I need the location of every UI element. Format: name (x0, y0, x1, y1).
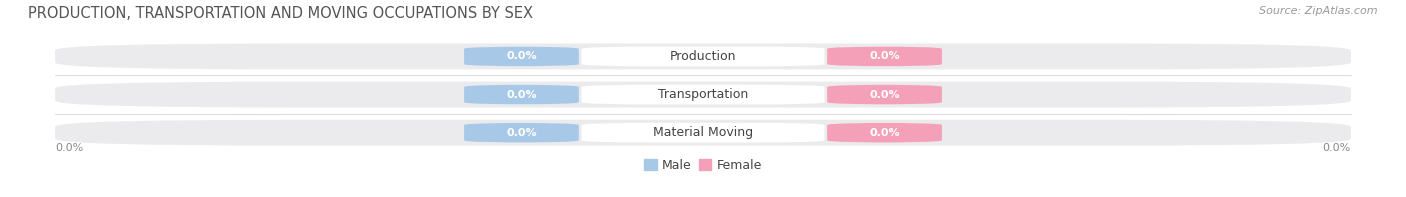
Text: 0.0%: 0.0% (55, 142, 83, 152)
FancyBboxPatch shape (582, 123, 824, 143)
FancyBboxPatch shape (464, 46, 579, 66)
FancyBboxPatch shape (464, 123, 579, 143)
FancyBboxPatch shape (464, 85, 579, 104)
Text: Production: Production (669, 50, 737, 63)
FancyBboxPatch shape (55, 44, 1351, 69)
FancyBboxPatch shape (827, 46, 942, 66)
Text: 0.0%: 0.0% (1323, 142, 1351, 152)
Legend: Male, Female: Male, Female (640, 154, 766, 177)
FancyBboxPatch shape (582, 46, 824, 66)
FancyBboxPatch shape (582, 85, 824, 104)
Text: 0.0%: 0.0% (506, 128, 537, 138)
Text: Material Moving: Material Moving (652, 126, 754, 139)
Text: Transportation: Transportation (658, 88, 748, 101)
Text: 0.0%: 0.0% (506, 51, 537, 61)
FancyBboxPatch shape (827, 123, 942, 143)
FancyBboxPatch shape (55, 82, 1351, 108)
FancyBboxPatch shape (827, 85, 942, 104)
Text: 0.0%: 0.0% (869, 128, 900, 138)
Text: Source: ZipAtlas.com: Source: ZipAtlas.com (1260, 6, 1378, 16)
Text: 0.0%: 0.0% (869, 90, 900, 99)
Text: 0.0%: 0.0% (869, 51, 900, 61)
Text: 0.0%: 0.0% (506, 90, 537, 99)
FancyBboxPatch shape (55, 120, 1351, 146)
Text: PRODUCTION, TRANSPORTATION AND MOVING OCCUPATIONS BY SEX: PRODUCTION, TRANSPORTATION AND MOVING OC… (28, 6, 533, 21)
